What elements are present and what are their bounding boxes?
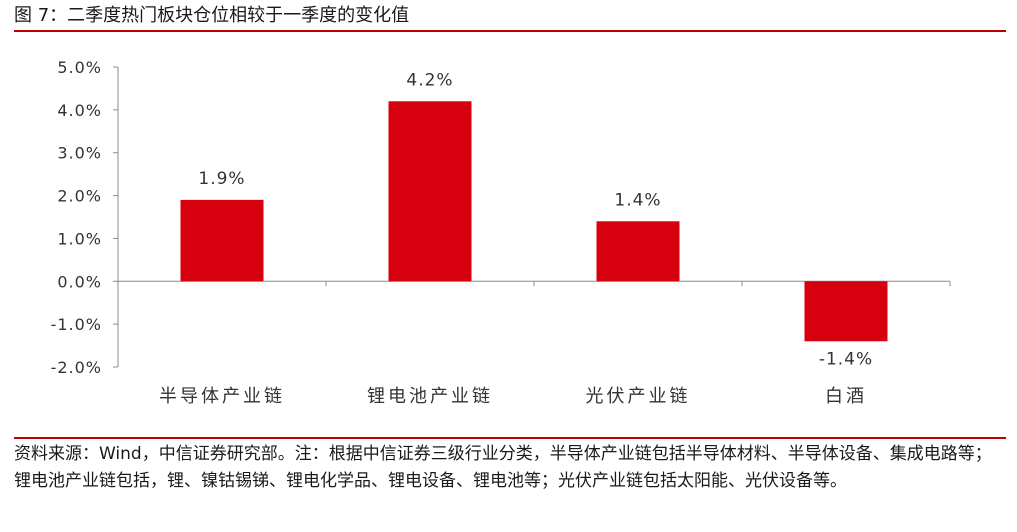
category-label: 锂电池产业链 [367,386,493,407]
bar [596,221,680,282]
y-tick-label: 1.0% [57,229,102,248]
data-label: 1.4% [614,190,661,210]
bar [804,281,888,342]
note-divider [14,437,1006,439]
y-tick-label: 5.0% [57,58,102,77]
category-label: 半导体产业链 [159,386,285,407]
y-tick-label: 0.0% [57,272,102,291]
data-label: -1.4% [819,349,873,369]
y-tick-label: 4.0% [57,101,102,120]
y-tick-label: -1.0% [51,315,102,334]
y-tick-label: 2.0% [57,187,102,206]
data-label: 4.2% [406,70,453,90]
bar [180,199,264,282]
figure-title: 图 7：二季度热门板块仓位相较于一季度的变化值 [14,5,410,26]
category-label: 白酒 [825,386,867,407]
source-note: 资料来源：Wind，中信证券研究部。注：根据中信证券三级行业分类，半导体产业链包… [14,444,992,491]
y-tick-label: -2.0% [51,358,102,377]
category-label: 光伏产业链 [586,386,691,407]
bar-chart: -2.0% -1.0% 0.0% 1.0% 2.0% 3.0% 4.0% 5.0% 1.9% 半… [51,58,951,407]
bar [388,101,472,282]
y-tick-label: 3.0% [57,144,102,163]
title-divider [14,30,1006,32]
data-label: 1.9% [198,169,245,189]
